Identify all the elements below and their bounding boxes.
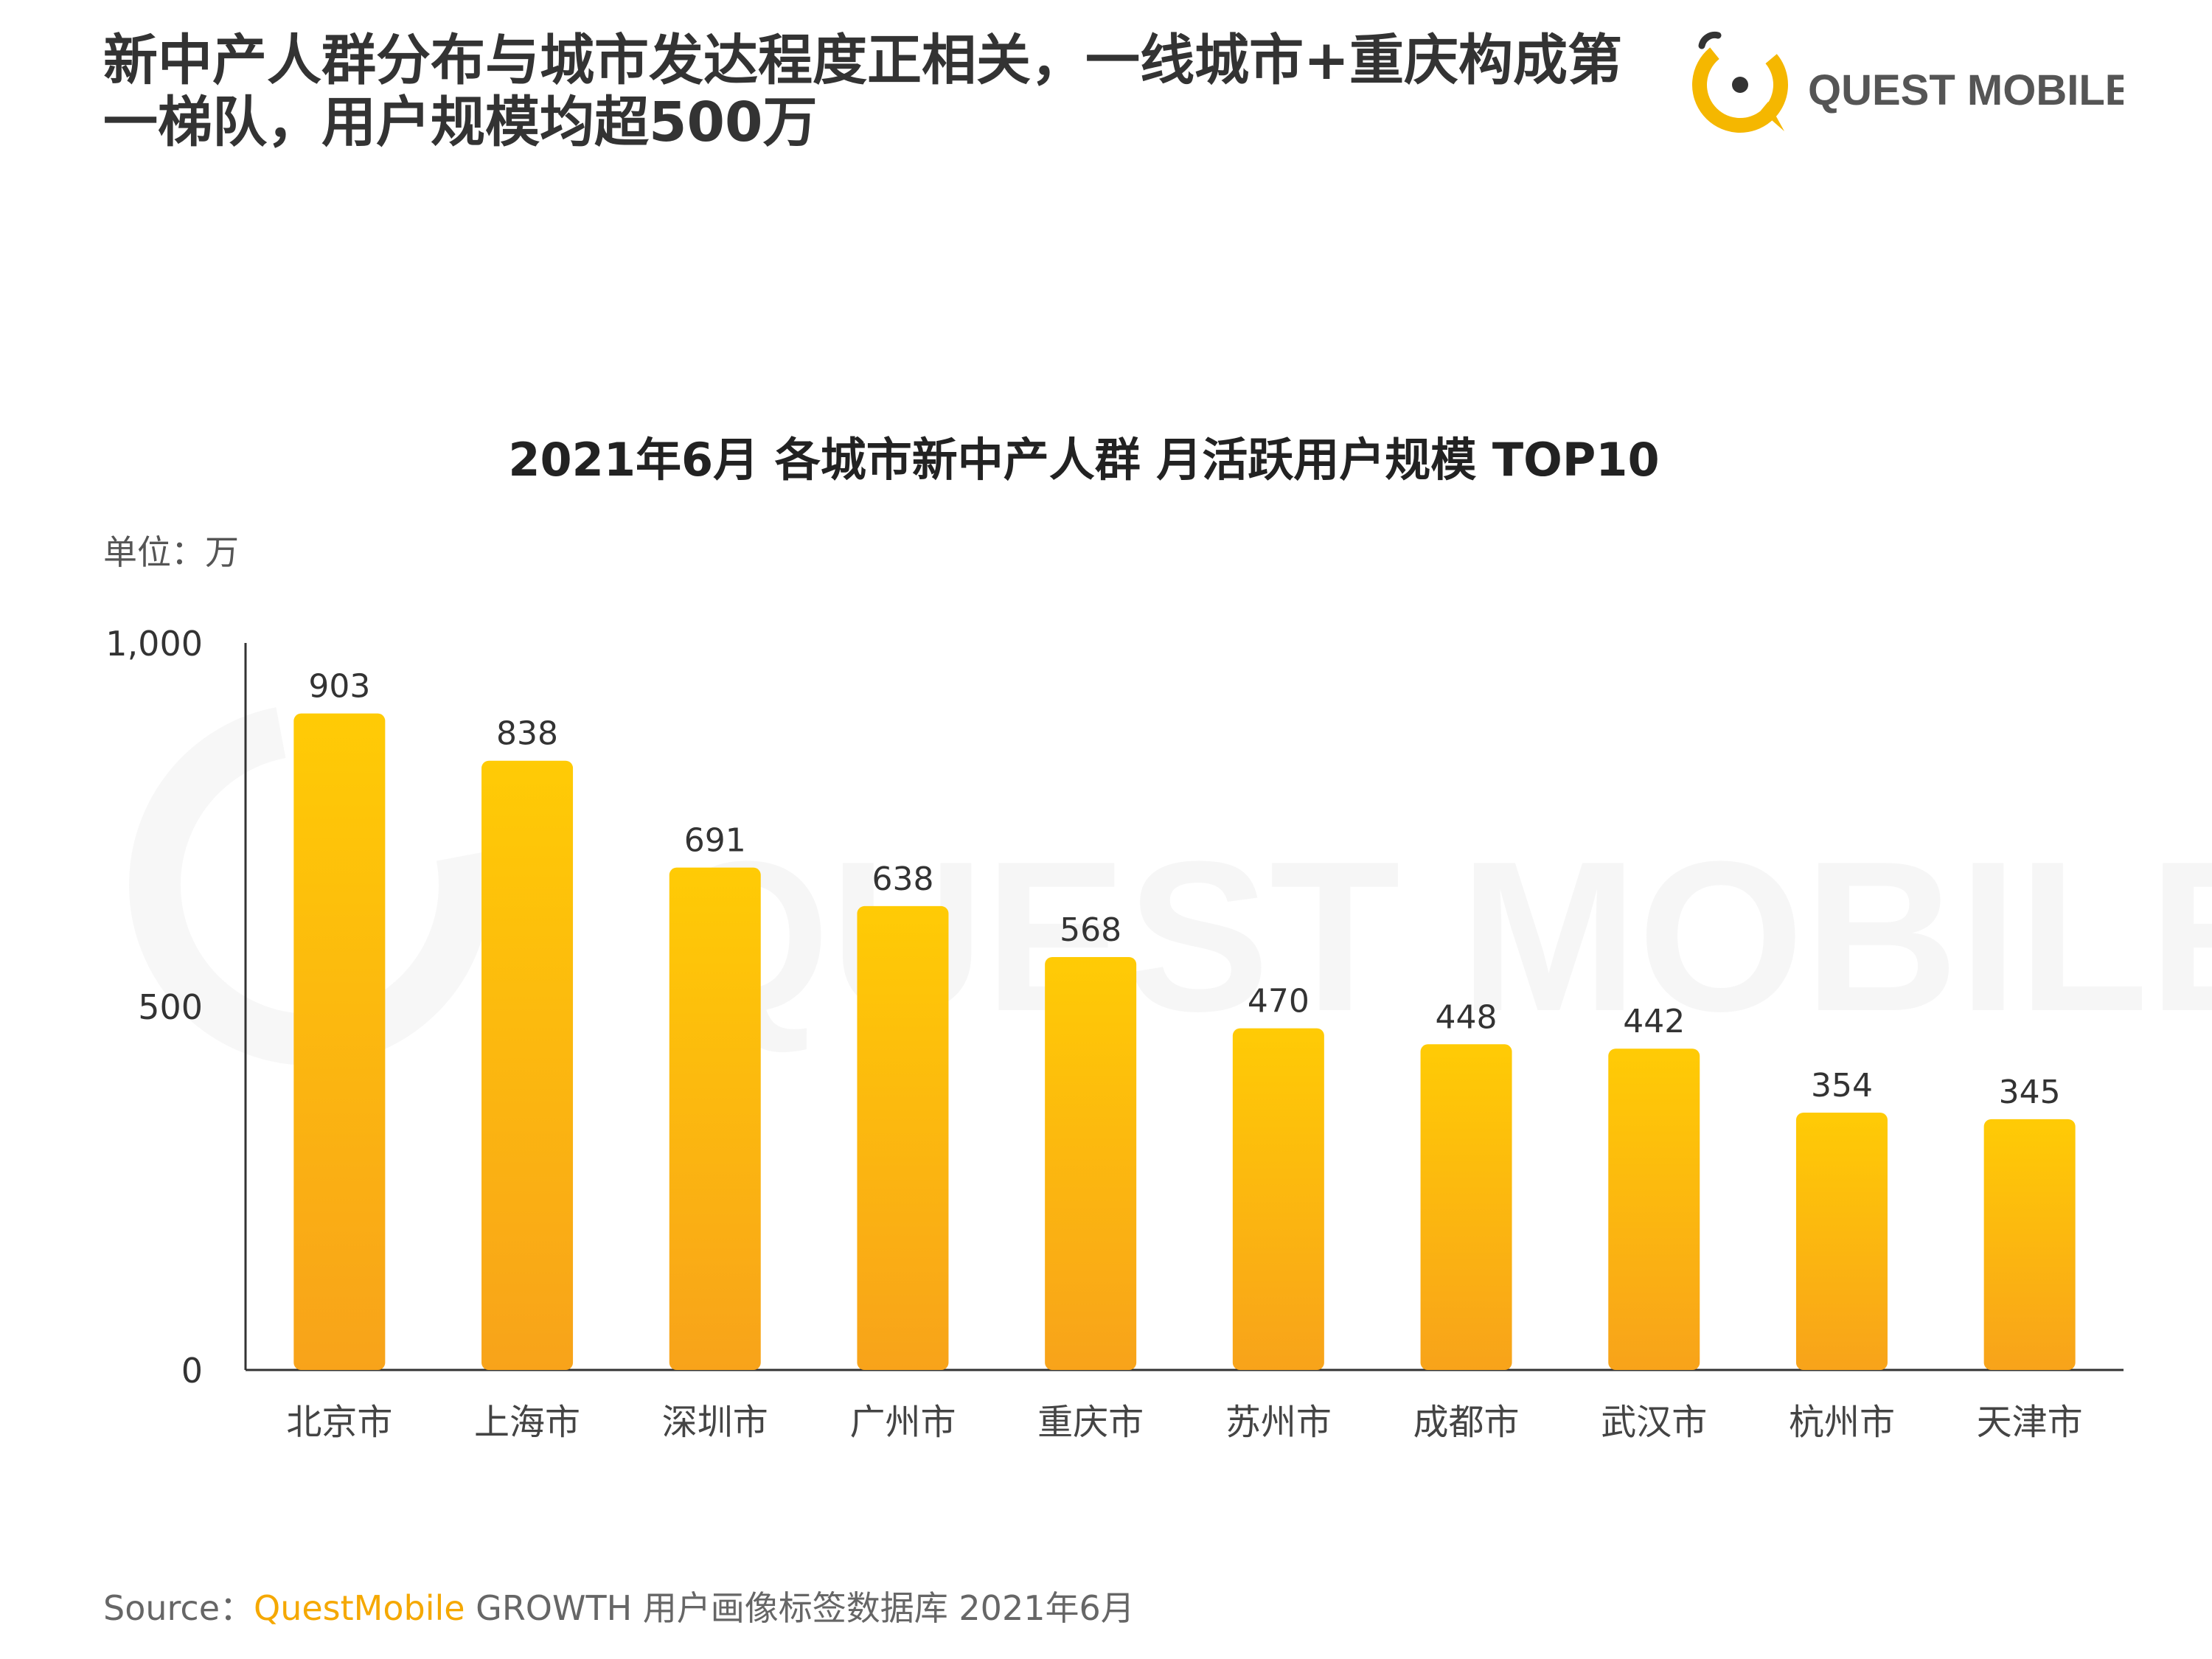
- bar: [669, 867, 761, 1370]
- bar: [1608, 1048, 1700, 1370]
- bar: [481, 760, 574, 1370]
- quest-mobile-logo: QUEST MOBILE: [1692, 32, 2124, 133]
- bar: [1983, 1119, 2076, 1370]
- x-tick-label: 杭州市: [1789, 1402, 1895, 1443]
- bar-value-label: 903: [308, 668, 370, 706]
- bar: [1795, 1112, 1888, 1370]
- bar-value-label: 354: [1811, 1067, 1873, 1105]
- bar-value-label: 568: [1060, 911, 1121, 949]
- bar-value-label: 691: [684, 822, 746, 860]
- bar-value-label: 838: [496, 715, 558, 753]
- bar-value-label: 345: [1999, 1074, 2061, 1111]
- x-tick-label: 广州市: [849, 1402, 956, 1443]
- logo-text: QUEST MOBILE: [1808, 66, 2124, 114]
- y-tick-label: 1,000: [105, 624, 203, 664]
- bar-value-label: 470: [1248, 983, 1310, 1020]
- y-tick-label: 500: [138, 987, 203, 1027]
- bar-value-label: 442: [1623, 1003, 1685, 1040]
- x-tick-label: 天津市: [1977, 1402, 2083, 1443]
- source-prefix: Source：: [103, 1588, 254, 1628]
- bar: [293, 713, 386, 1370]
- x-tick-label: 上海市: [474, 1402, 580, 1443]
- x-tick-label: 苏州市: [1225, 1402, 1332, 1443]
- bar: [1045, 956, 1137, 1370]
- bar: [1232, 1028, 1324, 1370]
- source-note: Source：QuestMobile GROWTH 用户画像标签数据库 2021…: [103, 1582, 1135, 1630]
- bar-value-label: 638: [872, 860, 933, 898]
- x-tick-label: 武汉市: [1601, 1402, 1707, 1443]
- x-tick-label: 重庆市: [1037, 1402, 1144, 1443]
- source-brand: QuestMobile: [254, 1588, 465, 1628]
- x-tick-label: 北京市: [286, 1402, 392, 1443]
- x-tick-label: 深圳市: [662, 1402, 768, 1443]
- bar: [1420, 1044, 1512, 1370]
- headline: 新中产人群分布与城市发达程度正相关，一线城市+重庆构成第一梯队，用户规模均超50…: [103, 29, 1623, 154]
- unit-label: 单位：万: [103, 532, 239, 572]
- bar-value-label: 448: [1436, 998, 1498, 1036]
- x-tick-label: 成都市: [1413, 1402, 1520, 1443]
- source-rest: GROWTH 用户画像标签数据库 2021年6月: [465, 1588, 1135, 1628]
- chart-title: 2021年6月 各城市新中产人群 月活跃用户规模 TOP10: [508, 433, 1659, 487]
- y-tick-label: 0: [181, 1351, 203, 1391]
- bar: [857, 905, 949, 1370]
